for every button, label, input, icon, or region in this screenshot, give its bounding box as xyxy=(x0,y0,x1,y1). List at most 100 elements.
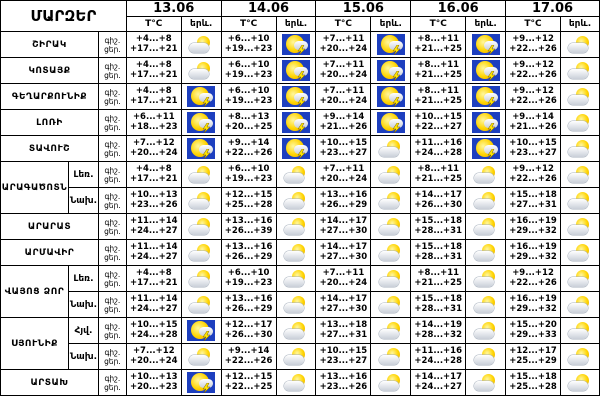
temperature-range: +4...+8 +17...+21 xyxy=(125,57,182,84)
temperature-label: T°C xyxy=(505,16,561,32)
weather-icon-cell xyxy=(370,57,412,84)
weather-icon-cell xyxy=(275,369,317,396)
partly-cloudy-icon xyxy=(283,166,309,184)
temperature-range: +11...+16 +24...+28 xyxy=(410,135,467,162)
night-label: գիշ. xyxy=(104,139,121,149)
subregion-label: Նախ. xyxy=(67,187,99,214)
partly-cloudy-icon xyxy=(283,244,309,262)
night-temperature: +10...+13 xyxy=(129,190,178,200)
day-temperature: +19...+23 xyxy=(224,95,273,106)
weather-icon-cell xyxy=(560,265,600,292)
night-temperature: +7...+11 xyxy=(322,164,365,174)
weather-icon-cell xyxy=(275,265,317,292)
temperature-range: +13...+16 +26...+29 xyxy=(220,291,277,318)
temperature-range: +4...+8 +17...+21 xyxy=(125,31,182,58)
temperature-range: +11...+14 +24...+27 xyxy=(125,213,182,240)
time-of-day: գիշ. ցեր. xyxy=(97,161,127,188)
temperature-range: +12...+17 +26...+30 xyxy=(220,317,277,344)
region-name: ԱՐՏԱԽ xyxy=(0,369,99,396)
night-temperature: +6...+10 xyxy=(227,164,270,174)
night-temperature: +14...+17 xyxy=(414,372,463,382)
temperature-range: +9...+14 +22...+26 xyxy=(220,343,277,370)
temperature-range: +10...+13 +23...+26 xyxy=(125,187,182,214)
day-label: ցեր. xyxy=(104,200,121,210)
partly-cloudy-icon xyxy=(283,374,309,392)
weather-icon-cell xyxy=(465,83,507,110)
partly-cloudy-icon xyxy=(283,296,309,314)
weather-icon-cell xyxy=(560,343,600,370)
night-temperature: +9...+14 xyxy=(227,346,270,356)
temperature-range: +10...+15 +23...+27 xyxy=(505,135,561,162)
night-temperature: +10...+15 xyxy=(414,112,463,122)
day-label: ցեր. xyxy=(104,44,121,54)
time-of-day: գիշ. ցեր. xyxy=(97,135,127,162)
day-label: ցեր. xyxy=(104,330,121,340)
weather-icon-cell xyxy=(560,109,600,136)
weather-icon-cell xyxy=(370,239,412,266)
day-temperature: +21...+26 xyxy=(509,121,557,132)
thunderstorm-icon xyxy=(471,34,500,55)
partly-cloudy-icon xyxy=(567,348,593,366)
temperature-range: +14...+17 +27...+30 xyxy=(315,239,372,266)
weather-icon-cell xyxy=(560,213,600,240)
weather-icon-cell xyxy=(275,161,317,188)
day-temperature: +28...+32 xyxy=(414,329,463,340)
weather-icon-cell xyxy=(180,57,222,84)
temperature-range: +4...+8 +17...+21 xyxy=(125,83,182,110)
night-temperature: +8...+11 xyxy=(417,60,460,70)
night-temperature: +11...+14 xyxy=(129,216,178,226)
night-temperature: +7...+11 xyxy=(322,268,365,278)
region-name: ԱՐԱՐԱՏ xyxy=(0,213,99,240)
temperature-range: +14...+17 +27...+30 xyxy=(315,213,372,240)
temperature-range: +6...+10 +19...+23 xyxy=(220,31,277,58)
day-temperature: +21...+26 xyxy=(319,121,368,132)
weather-icon-cell xyxy=(275,187,317,214)
day-temperature: +26...+30 xyxy=(414,199,463,210)
weather-icon-cell xyxy=(370,369,412,396)
subregion-label: Հյվ. xyxy=(67,317,99,344)
day-temperature: +22...+26 xyxy=(224,147,273,158)
date-header: 17.06 xyxy=(505,0,600,17)
partly-cloudy-icon xyxy=(567,62,593,80)
temperature-range: +6...+10 +19...+23 xyxy=(220,57,277,84)
thunderstorm-icon xyxy=(282,86,310,107)
night-temperature: +6...+10 xyxy=(227,86,270,96)
night-label: գիշ. xyxy=(104,347,121,357)
partly-cloudy-icon xyxy=(567,88,593,106)
forecast-row: ԳԵՂԱՐՔՈՒՆԻՔ գիշ. ցեր. +4...+8 +17...+21 +6...… xyxy=(0,83,600,110)
day-temperature: +26...+29 xyxy=(224,251,273,262)
temperature-range: +9...+12 +22...+26 xyxy=(505,265,561,292)
partly-cloudy-icon xyxy=(473,270,499,288)
forecast-row: Նախ. գիշ. ցեր. +11...+14 +24...+27 +13...+16 +… xyxy=(1,291,600,318)
weather-icon-cell xyxy=(465,369,507,396)
night-temperature: +6...+10 xyxy=(227,60,270,70)
day-temperature: +24...+28 xyxy=(414,355,463,366)
subregion-label: Լեռ. xyxy=(67,265,99,292)
temperature-range: +16...+19 +29...+32 xyxy=(505,213,561,240)
partly-cloudy-icon xyxy=(283,322,309,340)
temperature-range: +11...+14 +24...+27 xyxy=(125,291,182,318)
temperature-range: +8...+11 +21...+25 xyxy=(410,31,467,58)
partly-cloudy-icon xyxy=(473,244,499,262)
night-temperature: +4...+8 xyxy=(135,164,172,174)
night-temperature: +9...+12 xyxy=(512,86,554,96)
weather-icon-cell xyxy=(560,187,600,214)
forecast-row: ՇԻՐԱԿ գիշ. ցեր. +4...+8 +17...+21 +6...+10 +19… xyxy=(0,31,600,58)
partly-cloudy-icon xyxy=(378,244,404,262)
partly-cloudy-icon xyxy=(283,348,309,366)
day-temperature: +19...+23 xyxy=(224,173,273,184)
night-temperature: +15...+20 xyxy=(509,320,557,330)
time-of-day: գիշ. ցեր. xyxy=(97,213,127,240)
temperature-range: +10...+13 +20...+23 xyxy=(125,369,182,396)
temperature-range: +15...+18 +28...+31 xyxy=(410,239,467,266)
temperature-range: +7...+12 +20...+24 xyxy=(125,135,182,162)
weather-icon-cell xyxy=(465,239,507,266)
weather-icon-cell xyxy=(370,161,412,188)
night-temperature: +9...+12 xyxy=(512,34,554,44)
partly-cloudy-icon xyxy=(188,296,214,314)
day-temperature: +26...+30 xyxy=(224,329,273,340)
temperature-label: T°C xyxy=(315,16,372,32)
night-temperature: +10...+15 xyxy=(129,320,178,330)
weather-label: երև. xyxy=(275,16,317,32)
weather-icon-cell xyxy=(370,291,412,318)
